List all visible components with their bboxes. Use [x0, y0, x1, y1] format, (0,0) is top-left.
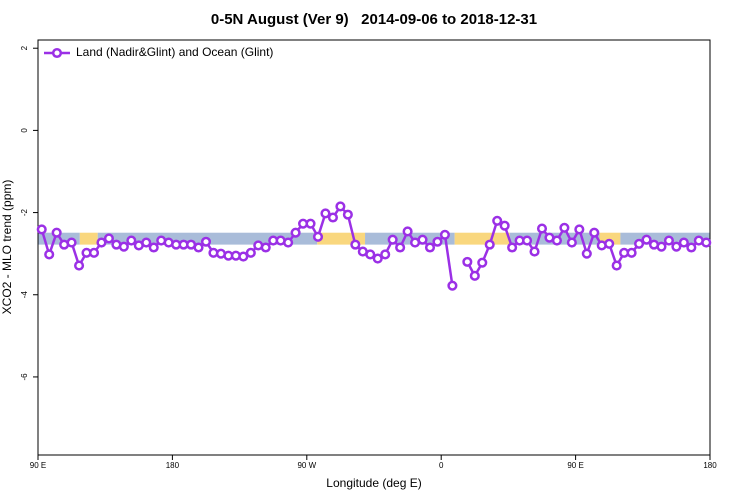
- surface-band: [454, 232, 510, 245]
- point: [671, 241, 682, 252]
- point: [507, 242, 518, 253]
- surface-band: [79, 232, 98, 245]
- point: [66, 237, 77, 248]
- x-tick-label: 0: [439, 461, 444, 470]
- x-axis-label: Longitude (deg E): [326, 476, 421, 490]
- point: [96, 237, 107, 248]
- surface-band: [599, 232, 621, 245]
- point: [536, 223, 548, 234]
- point: [320, 208, 331, 219]
- point: [656, 241, 667, 252]
- point: [193, 242, 204, 253]
- point: [103, 233, 114, 244]
- point: [74, 260, 85, 271]
- point: [141, 237, 152, 248]
- point: [283, 237, 294, 248]
- y-tick-label: 2: [20, 45, 29, 50]
- point: [118, 241, 129, 252]
- point: [387, 234, 398, 245]
- x-tick-label: 180: [166, 461, 180, 470]
- point: [462, 256, 473, 267]
- surface-band: [365, 232, 455, 245]
- point: [238, 251, 249, 262]
- point: [290, 227, 301, 238]
- y-tick-label: -2: [20, 208, 29, 216]
- point: [439, 229, 450, 240]
- point: [395, 242, 406, 253]
- point: [200, 236, 212, 247]
- point: [305, 218, 316, 229]
- chart-title: 0-5N August (Ver 9) 2014-09-06 to 2018-1…: [211, 11, 537, 28]
- point: [499, 220, 510, 231]
- point: [641, 234, 652, 245]
- x-tick-label: 90 E: [567, 461, 583, 470]
- point: [663, 235, 674, 246]
- legend-label: Land (Nadir&Glint) and Ocean (Glint): [76, 45, 273, 59]
- point: [678, 237, 689, 248]
- point: [492, 215, 503, 226]
- point: [551, 235, 562, 246]
- legend-marker: [51, 47, 63, 59]
- point: [581, 248, 592, 259]
- point: [701, 237, 712, 248]
- point: [327, 212, 338, 223]
- point: [36, 224, 47, 235]
- point: [372, 253, 383, 264]
- surface-band: [317, 232, 366, 245]
- point: [469, 270, 480, 281]
- point: [686, 242, 697, 253]
- plot-frame: [37, 39, 711, 456]
- x-tick-label: 90 E: [30, 461, 46, 470]
- point: [522, 235, 533, 246]
- y-tick-label: -4: [20, 291, 29, 299]
- point: [365, 249, 376, 260]
- point: [335, 201, 346, 212]
- surface-band: [38, 232, 80, 245]
- y-axis-label: XCO2 - MLO trend (ppm): [0, 180, 14, 315]
- point: [88, 247, 100, 258]
- point: [260, 242, 271, 253]
- point: [559, 222, 570, 233]
- point: [566, 237, 577, 248]
- point: [634, 238, 645, 249]
- point: [589, 227, 600, 238]
- point: [574, 224, 585, 235]
- point: [342, 209, 353, 220]
- point: [611, 260, 622, 271]
- x-tick-label: 180: [703, 461, 717, 470]
- point: [126, 235, 137, 246]
- point: [245, 247, 256, 258]
- x-tick-label: 90 W: [297, 461, 316, 470]
- point: [44, 249, 55, 260]
- point: [604, 238, 615, 249]
- point: [402, 226, 413, 237]
- y-tick-label: -6: [20, 373, 29, 381]
- y-tick-label: 0: [20, 128, 29, 133]
- point: [626, 247, 637, 258]
- point: [477, 257, 488, 268]
- point: [424, 242, 436, 253]
- point: [484, 239, 495, 250]
- point: [447, 280, 458, 291]
- point: [380, 249, 391, 260]
- point: [148, 242, 159, 253]
- point: [432, 236, 443, 247]
- point: [350, 239, 361, 250]
- point: [417, 234, 428, 245]
- point: [312, 231, 324, 242]
- point: [51, 227, 62, 238]
- point: [529, 246, 540, 257]
